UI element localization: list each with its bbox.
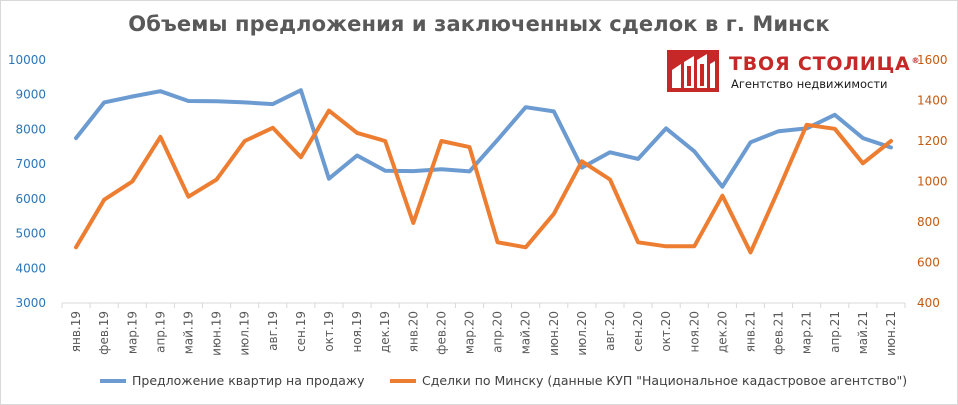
right-tick-label: 800 [917, 215, 940, 229]
right-axis: 400 600 800 1000 1200 1400 1600 [917, 53, 948, 310]
x-tick-label: сен.19 [294, 311, 308, 352]
legend-swatch-offers [100, 378, 126, 383]
x-tick-label: апр.19 [153, 311, 167, 353]
x-tick-label: ноя.20 [687, 311, 701, 353]
x-tick-label: окт.19 [322, 311, 336, 352]
logo-subtitle: Агентство недвижимости [731, 77, 888, 91]
chart-legend: Предложение квартир на продажу Сделки по… [0, 373, 958, 393]
left-tick-label: 8000 [15, 122, 46, 136]
right-tick-label: 1600 [917, 53, 948, 67]
x-tick-label: янв.19 [69, 311, 83, 352]
x-tick-label: май.20 [519, 311, 533, 354]
x-tick-label: июн.21 [884, 311, 898, 356]
left-tick-label: 5000 [15, 227, 46, 241]
x-tick-label: мар.20 [462, 311, 476, 354]
x-tick-label: авг.19 [266, 311, 280, 351]
series-line-deals [74, 108, 893, 255]
logo-brand-text: ТВОЯ СТОЛИЦА® [729, 53, 921, 75]
x-tick-label: июл.19 [238, 311, 252, 356]
legend-item-deals: Сделки по Минску (данные КУП "Национальн… [390, 373, 907, 388]
x-tick-label: июн.19 [210, 311, 224, 356]
left-tick-label: 4000 [15, 261, 46, 275]
left-tick-label: 3000 [15, 296, 46, 310]
left-tick-label: 6000 [15, 192, 46, 206]
legend-label-offers: Предложение квартир на продажу [132, 373, 365, 388]
x-tick-label: фев.19 [97, 311, 111, 355]
series-line-offers [74, 88, 893, 189]
right-tick-label: 600 [917, 256, 940, 270]
left-axis: 3000 4000 5000 6000 7000 8000 9000 10000 [8, 53, 46, 310]
right-tick-label: 1400 [917, 94, 948, 108]
right-tick-label: 400 [917, 296, 940, 310]
agency-logo: ТВОЯ СТОЛИЦА® Агентство недвижимости [667, 50, 921, 92]
x-tick-label: май.19 [181, 311, 195, 354]
x-tick-label: фев.21 [772, 311, 786, 355]
left-tick-label: 10000 [8, 53, 46, 67]
legend-item-offers: Предложение квартир на продажу [100, 373, 365, 388]
right-tick-label: 1000 [917, 175, 948, 189]
right-tick-label: 1200 [917, 134, 948, 148]
x-tick-label: дек.19 [378, 311, 392, 353]
x-tick-label: май.21 [856, 311, 870, 354]
x-tick-label: ноя.19 [350, 311, 364, 353]
x-tick-label: мар.21 [800, 311, 814, 354]
x-tick-label: апр.20 [491, 311, 505, 353]
x-tick-label: янв.21 [743, 311, 757, 352]
left-tick-label: 7000 [15, 157, 46, 171]
x-tick-label: сен.20 [631, 311, 645, 352]
x-tick-label: июн.20 [547, 311, 561, 356]
left-tick-label: 9000 [15, 88, 46, 102]
building-logo-icon [667, 50, 719, 92]
x-tick-label: июл.20 [575, 311, 589, 356]
x-tick-label: авг.20 [603, 311, 617, 351]
legend-swatch-deals [390, 378, 416, 383]
chart-title: Объемы предложения и заключенных сделок … [128, 12, 830, 36]
series-layer [74, 88, 893, 255]
legend-label-deals: Сделки по Минску (данные КУП "Национальн… [422, 373, 908, 388]
x-axis: янв.19 фев.19 мар.19 апр.19 май.19 июн.19 июл.… [61, 302, 906, 356]
x-tick-label: мар.19 [125, 311, 139, 354]
x-tick-label: янв.20 [406, 311, 420, 352]
x-tick-label: апр.21 [828, 311, 842, 353]
x-tick-label: дек.20 [715, 311, 729, 353]
x-tick-label: окт.20 [659, 311, 673, 352]
x-tick-label: фев.20 [434, 311, 448, 355]
